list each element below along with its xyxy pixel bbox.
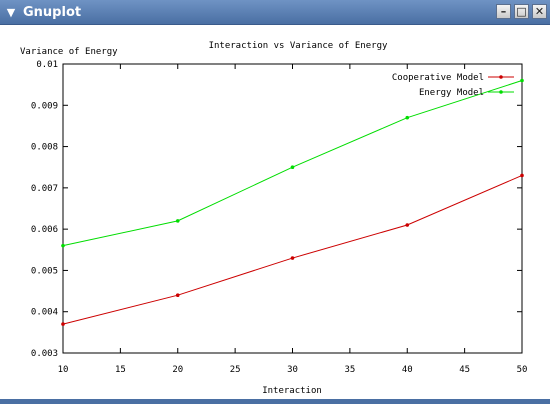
chevron-down-icon[interactable]: ▼ (6, 5, 16, 19)
x-tick-label: 50 (517, 365, 528, 375)
data-point (405, 115, 410, 120)
x-tick-label: 45 (459, 365, 470, 375)
data-point (175, 293, 180, 298)
legend-marker (499, 90, 503, 94)
chart-title: Interaction vs Variance of Energy (209, 41, 388, 51)
legend: Cooperative Model Energy Model (392, 73, 514, 98)
y-tick-label: 0.005 (31, 266, 58, 276)
window-title: Gnuplot (23, 4, 82, 20)
y-tick-label: 0.01 (36, 60, 58, 70)
y-tick-label: 0.006 (31, 225, 58, 235)
legend-label: Cooperative Model (392, 73, 484, 83)
maximize-button[interactable]: □ (514, 4, 529, 19)
close-button[interactable]: ✕ (532, 4, 547, 19)
axis-ticks: 10 15 20 25 30 35 40 45 50 0.003 0.004 0.005 0.006 0.… (31, 60, 528, 375)
x-tick-label: 20 (172, 365, 183, 375)
y-tick-label: 0.004 (31, 308, 58, 318)
x-tick-label: 35 (344, 365, 355, 375)
x-tick-label: 10 (58, 365, 69, 375)
x-tick-label: 15 (115, 365, 126, 375)
data-point (290, 256, 295, 260)
legend-label: Energy Model (419, 88, 484, 98)
data-point (405, 223, 410, 227)
data-point (61, 243, 65, 248)
minimize-button[interactable]: – (496, 4, 511, 19)
series-line-cooperative-model (62, 175, 523, 325)
plot-frame (62, 63, 523, 354)
y-tick-label: 0.009 (31, 101, 58, 111)
data-point (61, 322, 65, 326)
title-bar[interactable]: ▼ Gnuplot – □ ✕ (0, 0, 550, 25)
x-tick-label: 30 (287, 365, 298, 375)
y-tick-label: 0.003 (31, 349, 58, 359)
legend-marker (499, 75, 503, 79)
window-bottom-border (0, 399, 550, 404)
series-line-energy-model (62, 80, 523, 247)
y-tick-label: 0.007 (31, 184, 58, 194)
series-layer (61, 78, 524, 326)
line-chart: Interaction vs Variance of Energy Varian… (20, 41, 528, 396)
data-point (520, 78, 524, 83)
y-tick-label: 0.008 (31, 143, 58, 153)
data-point (520, 173, 524, 178)
y-axis-label: Variance of Energy (20, 47, 118, 57)
x-tick-label: 40 (402, 365, 413, 375)
title-left: ▼ Gnuplot (3, 3, 81, 21)
data-point (290, 165, 295, 170)
window-controls: – □ ✕ (496, 4, 547, 19)
x-tick-label: 25 (230, 365, 241, 375)
x-axis-label: Interaction (262, 386, 322, 396)
data-point (175, 219, 180, 223)
